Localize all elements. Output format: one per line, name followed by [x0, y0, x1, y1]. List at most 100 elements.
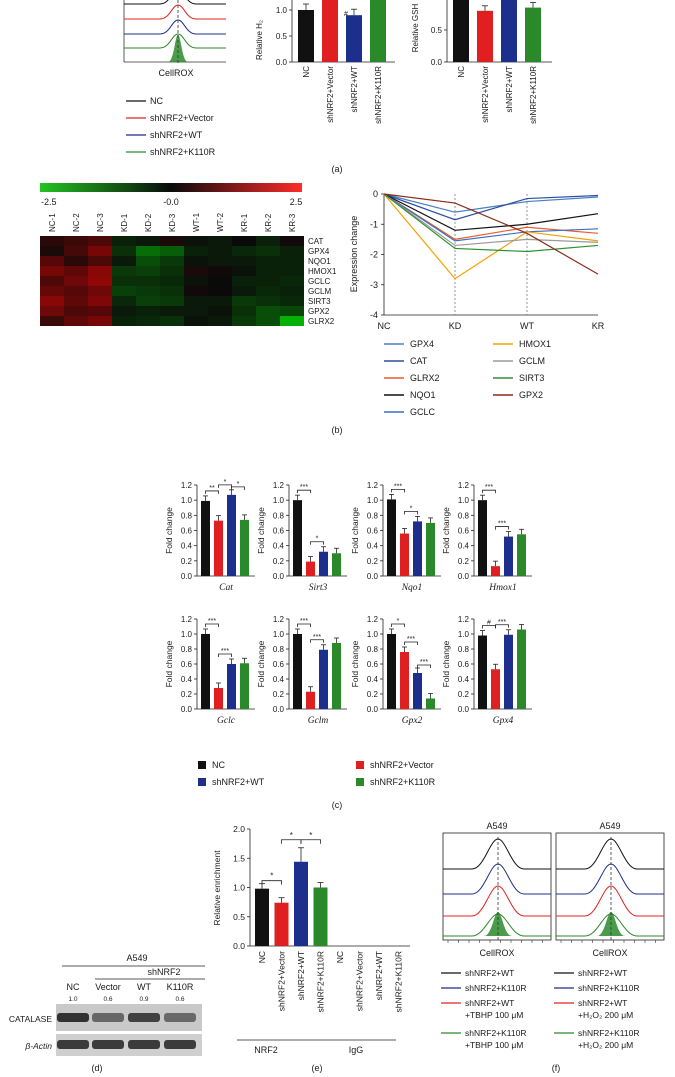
significance-bracket [482, 489, 496, 494]
y-axis-label: Fold change [350, 640, 360, 687]
legend-label: shNRF2+K110R [578, 1028, 640, 1038]
panel-label-f: (f) [552, 1063, 561, 1073]
heatmap-row-label: GPX4 [308, 247, 330, 256]
tick-label: 0.2 [181, 557, 193, 566]
heatmap-cell [88, 306, 112, 316]
flow-curve [443, 885, 551, 917]
tick-label: 0.8 [273, 645, 285, 654]
heatmap-cell [208, 256, 232, 266]
tick-label: 1.2 [181, 481, 193, 490]
heatmap-cell [184, 306, 208, 316]
legend-label: shNRF2+WT [578, 968, 627, 978]
heatmap-row-label: GLRX2 [308, 317, 335, 326]
tick-label: 2.0 [233, 824, 245, 834]
histogram-curve [124, 4, 226, 20]
significance-mark: *** [498, 619, 506, 626]
bar [387, 499, 396, 576]
significance-bracket [218, 653, 232, 657]
tick-label: 1.0 [276, 6, 288, 15]
panel-label-d: (d) [92, 1063, 103, 1073]
legend-label: shNRF2+WT [465, 998, 514, 1008]
significance-bracket [404, 511, 418, 515]
tick-label: 0.4 [273, 675, 285, 684]
flow-xlabel: CellROX [479, 948, 514, 958]
blot-lane-label: K110R [167, 982, 194, 992]
flow-title: A549 [599, 821, 620, 831]
heatmap-cell [112, 316, 136, 326]
legend-label: +TBHP 100 μM [465, 1040, 523, 1050]
heatmap-cell [232, 236, 256, 246]
heatmap-cell [232, 266, 256, 276]
tick-label: 0.8 [367, 645, 379, 654]
bar [491, 566, 500, 576]
heatmap-cell [40, 316, 64, 326]
tick-label: 0.4 [458, 542, 470, 551]
significance-bracket [495, 624, 509, 628]
heatmap-cell [88, 236, 112, 246]
blot-band [92, 1013, 124, 1022]
histogram-curve [124, 0, 226, 5]
bar [306, 561, 315, 576]
heatmap-column-label: NC-1 [48, 213, 57, 232]
bar [525, 7, 541, 63]
bar [400, 533, 409, 576]
x-tick-label: shNRF2+K110R [529, 66, 538, 124]
heatmap-cell [256, 246, 280, 256]
heatmap-cell [136, 256, 160, 266]
heatmap-row-label: HMOX1 [308, 267, 337, 276]
tick-label: 0.4 [458, 675, 470, 684]
heatmap-column-label: KR-1 [240, 213, 249, 232]
bar [517, 534, 526, 576]
significance-mark: * [410, 505, 413, 512]
gene-label: Gpx2 [402, 716, 423, 726]
heatmap-cell [280, 286, 304, 296]
heatmap-cell [184, 256, 208, 266]
bar [332, 553, 341, 576]
gene-label: Sirt3 [309, 583, 328, 593]
heatmap-cell [88, 246, 112, 256]
heatmap-row-label: SIRT3 [308, 297, 331, 306]
heatmap-column-label: NC-2 [72, 213, 81, 232]
legend-label: GPX2 [519, 390, 543, 400]
x-tick-label: KR [592, 321, 605, 331]
heatmap-cell [184, 236, 208, 246]
tick-label: 1.0 [181, 630, 193, 639]
heatmap-cell [112, 286, 136, 296]
blot-band [164, 1013, 196, 1022]
tick-label: 0.5 [233, 912, 245, 922]
legend-label: SIRT3 [519, 373, 544, 383]
tick-label: 1.2 [367, 481, 379, 490]
tick-label: 0.6 [181, 527, 193, 536]
significance-mark: *** [208, 618, 216, 625]
tick-label: 0.8 [458, 511, 470, 520]
tick-label: 0 [373, 189, 378, 199]
legend-swatch [356, 778, 364, 786]
heatmap-cell [64, 246, 88, 256]
tick-label: 1.0 [458, 630, 470, 639]
scale-tick: 2.5 [290, 197, 303, 207]
legend-label: shNRF2+WT [150, 130, 203, 140]
flow-frame [555, 832, 665, 941]
heatmap-cell [160, 316, 184, 326]
tick-label: 0.2 [458, 557, 470, 566]
heatmap-cell [280, 246, 304, 256]
tick-label: 0.0 [367, 705, 379, 714]
heatmap-cell [88, 316, 112, 326]
heatmap-cell [160, 296, 184, 306]
x-tick-label: NC [302, 66, 311, 78]
heatmap-cell [280, 236, 304, 246]
heatmap-row-label: GCLC [308, 277, 330, 286]
heatmap-row-label: CAT [308, 237, 324, 246]
significance-bracket [310, 639, 324, 643]
bar [491, 669, 500, 709]
x-tick-label: shNRF2+WT [374, 951, 384, 1000]
heatmap-cell [208, 276, 232, 286]
x-tick-label: shNRF2+WT [505, 66, 514, 113]
legend-label: shNRF2+WT [212, 777, 265, 787]
heatmap-cell [256, 306, 280, 316]
x-tick-label: shNRF2+Vector [326, 66, 335, 123]
blot-band [164, 1040, 196, 1049]
bar [501, 0, 517, 62]
legend-swatch [356, 761, 364, 769]
legend-label: GCLM [519, 356, 545, 366]
